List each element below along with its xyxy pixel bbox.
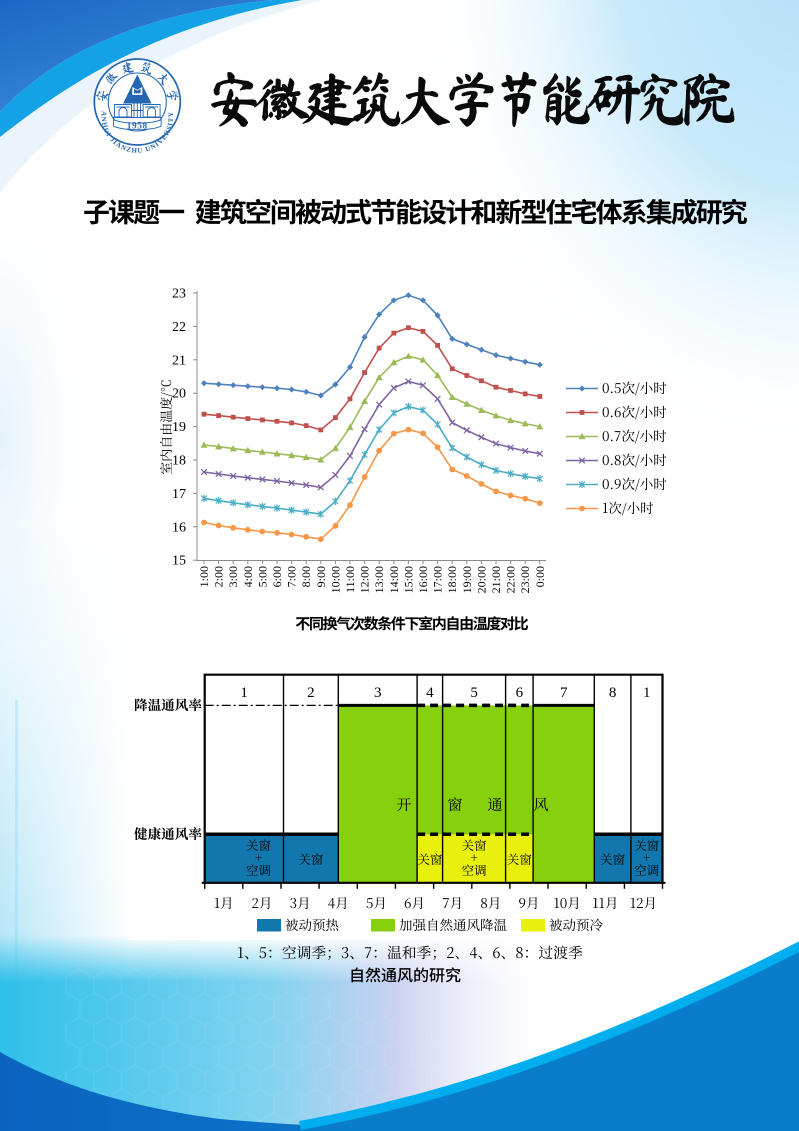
svg-text:22: 22: [172, 320, 186, 335]
svg-text:9:00: 9:00: [314, 566, 328, 587]
svg-text:22:00: 22:00: [504, 566, 518, 593]
svg-text:19:00: 19:00: [460, 566, 474, 593]
svg-text:23:00: 23:00: [518, 566, 532, 593]
svg-text:18:00: 18:00: [445, 566, 459, 593]
svg-text:2:00: 2:00: [212, 566, 226, 587]
svg-text:7: 7: [560, 685, 568, 701]
svg-text:14:00: 14:00: [387, 566, 401, 593]
svg-text:13:00: 13:00: [372, 566, 386, 593]
svg-text:23: 23: [172, 287, 186, 302]
svg-text:18: 18: [172, 454, 186, 469]
svg-text:3:00: 3:00: [226, 566, 240, 587]
svg-text:19: 19: [172, 420, 186, 435]
svg-text:6:00: 6:00: [270, 566, 284, 587]
svg-text:16:00: 16:00: [416, 566, 430, 593]
svg-text:21:00: 21:00: [489, 566, 503, 593]
svg-text:20:00: 20:00: [474, 566, 488, 593]
svg-text:15:00: 15:00: [401, 566, 415, 593]
svg-text:1: 1: [643, 685, 651, 701]
svg-text:10:00: 10:00: [328, 566, 342, 593]
svg-text:17: 17: [172, 487, 186, 502]
svg-text:0:00: 0:00: [533, 566, 547, 587]
svg-text:8: 8: [609, 685, 617, 701]
svg-text:5: 5: [470, 685, 478, 701]
svg-text:5:00: 5:00: [255, 566, 269, 587]
svg-text:4: 4: [426, 685, 434, 701]
svg-text:8:00: 8:00: [299, 566, 313, 587]
svg-text:21: 21: [172, 353, 186, 368]
svg-text:15: 15: [172, 554, 186, 569]
svg-text:1958: 1958: [127, 122, 148, 132]
svg-text:4:00: 4:00: [241, 566, 255, 587]
svg-text:2: 2: [307, 685, 315, 701]
svg-text:3: 3: [374, 685, 382, 701]
svg-text:1:00: 1:00: [197, 566, 211, 587]
svg-text:6: 6: [516, 685, 524, 701]
svg-text:7:00: 7:00: [285, 566, 299, 587]
svg-text:1: 1: [240, 685, 248, 701]
svg-text:11:00: 11:00: [343, 566, 357, 593]
svg-text:16: 16: [172, 520, 186, 535]
svg-text:17:00: 17:00: [431, 566, 445, 593]
svg-text:20: 20: [172, 387, 186, 402]
svg-text:12:00: 12:00: [358, 566, 372, 593]
